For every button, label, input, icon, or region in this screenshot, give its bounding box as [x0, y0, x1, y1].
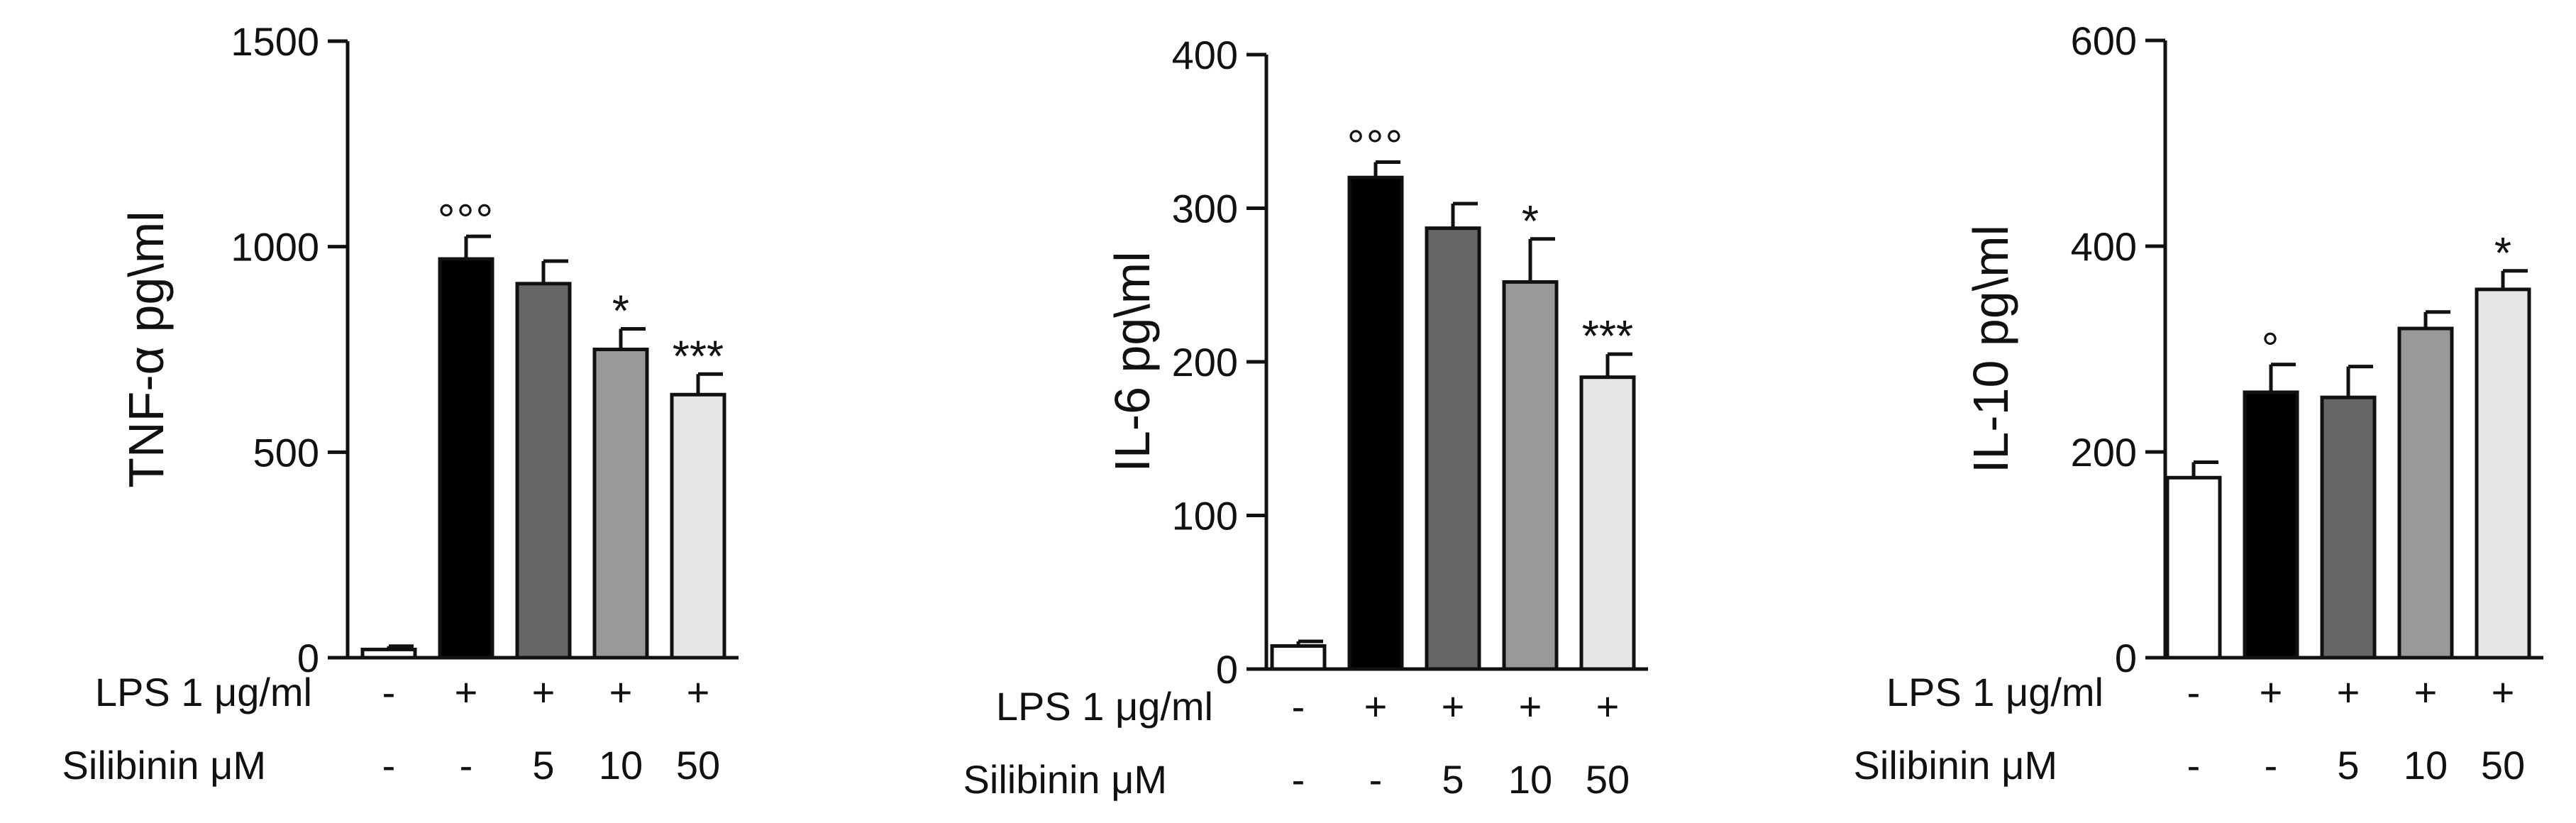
bar	[515, 282, 572, 660]
lps-row-label: LPS 1 μg/ml	[95, 670, 312, 714]
significance-stars: ***	[1582, 312, 1633, 361]
silibinin-value: 5	[1442, 757, 1464, 802]
silibinin-value: -	[2187, 743, 2201, 788]
significance-stars: ***	[673, 332, 724, 381]
lps-value: +	[1442, 684, 1465, 729]
lps-value: +	[2337, 670, 2360, 714]
lps-value: +	[2260, 670, 2283, 714]
significance-stars: *	[1522, 197, 1539, 246]
silibinin-value: 50	[676, 743, 720, 788]
silibinin-row-label: Silibinin μM	[62, 743, 266, 788]
y-axis-title: IL-6 pg\ml	[1105, 251, 1160, 472]
y-tick-label: 400	[1172, 33, 1238, 77]
silibinin-value: 10	[599, 743, 643, 788]
y-tick-label: 1500	[231, 19, 319, 64]
silibinin-row-label: Silibinin μM	[1854, 743, 2057, 788]
y-tick-label: 0	[297, 636, 319, 680]
bar	[1502, 280, 1559, 671]
chart-panel: 0 200 400 600 IL-10 pg\ml - - ° + - +5 +10 * +50 LPS 1…	[1854, 18, 2543, 788]
bar	[2320, 395, 2377, 660]
significance-stars: *	[612, 287, 629, 336]
significance-circles: °°°	[1347, 122, 1404, 171]
bar	[2397, 326, 2454, 660]
y-tick-label: 400	[2071, 224, 2137, 269]
chart-panel: 0 100 200 300 400 IL-6 pg\ml - - °°° + - +5 * +10 *** +…	[963, 33, 1648, 802]
bar	[438, 257, 494, 660]
lps-value: +	[532, 670, 555, 714]
lps-value: +	[609, 670, 633, 714]
bar	[1579, 375, 1636, 671]
lps-value: -	[2187, 670, 2201, 714]
silibinin-value: 50	[1586, 757, 1630, 802]
y-axis-title: IL-10 pg\ml	[1963, 225, 2018, 473]
silibinin-value: 10	[2404, 743, 2448, 788]
bar	[2475, 287, 2531, 660]
significance-circles: °°°	[438, 196, 494, 245]
lps-value: +	[455, 670, 478, 714]
bar	[1347, 175, 1404, 671]
bar	[592, 348, 649, 660]
silibinin-value: -	[1369, 757, 1383, 802]
bar	[2243, 390, 2299, 660]
significance-circles: °	[2262, 324, 2281, 373]
y-tick-label: 0	[1216, 647, 1238, 692]
lps-value: +	[1519, 684, 1542, 729]
lps-value: +	[687, 670, 710, 714]
bar	[1270, 644, 1327, 671]
silibinin-value: 5	[532, 743, 554, 788]
silibinin-value: 5	[2337, 743, 2359, 788]
y-tick-label: 1000	[231, 225, 319, 270]
y-tick-label: 200	[1172, 340, 1238, 385]
silibinin-value: -	[1292, 757, 1305, 802]
silibinin-value: -	[382, 743, 396, 788]
bar	[1425, 226, 1481, 671]
chart-panel: 0 500 1000 1500 TNF-α pg\ml - - °°° + - +5 * +10 *** +…	[62, 19, 739, 788]
bar	[2165, 475, 2222, 660]
y-tick-label: 0	[2115, 636, 2137, 680]
bar	[670, 392, 726, 660]
silibinin-value: -	[460, 743, 473, 788]
significance-stars: *	[2494, 229, 2511, 278]
lps-value: +	[1596, 684, 1620, 729]
y-tick-label: 100	[1172, 494, 1238, 538]
y-tick-label: 600	[2071, 18, 2137, 63]
lps-value: +	[1364, 684, 1388, 729]
silibinin-row-label: Silibinin μM	[963, 757, 1167, 802]
y-axis-title: TNF-α pg\ml	[118, 211, 174, 487]
y-tick-label: 500	[253, 430, 319, 475]
silibinin-value: 50	[2481, 743, 2525, 788]
lps-row-label: LPS 1 μg/ml	[1886, 670, 2104, 714]
lps-row-label: LPS 1 μg/ml	[996, 684, 1213, 729]
bar	[360, 647, 417, 660]
lps-value: -	[1292, 684, 1305, 729]
lps-value: +	[2492, 670, 2515, 714]
y-tick-label: 300	[1172, 187, 1238, 231]
silibinin-value: 10	[1508, 757, 1552, 802]
silibinin-value: -	[2265, 743, 2278, 788]
lps-value: +	[2414, 670, 2438, 714]
y-tick-label: 200	[2071, 430, 2137, 475]
lps-value: -	[382, 670, 396, 714]
